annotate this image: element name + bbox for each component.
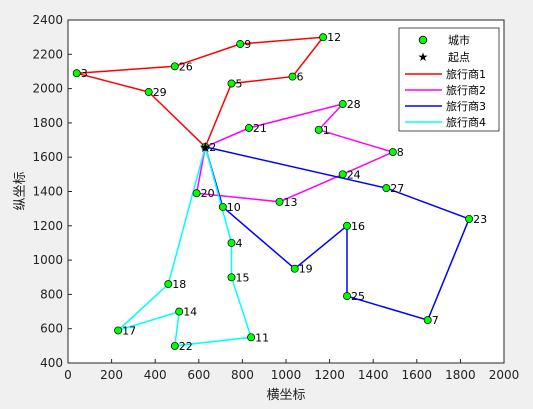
city-marker-6 — [288, 72, 297, 81]
x-tick-label-2000: 2000 — [489, 368, 520, 382]
city-marker-17 — [114, 326, 123, 335]
city-label-7: 7 — [432, 314, 439, 327]
city-label-15: 15 — [236, 271, 250, 284]
city-label-21: 21 — [253, 122, 267, 135]
x-tick-label-0: 0 — [64, 368, 72, 382]
legend-box — [398, 27, 500, 132]
legend-start-marker: ★ — [418, 50, 429, 64]
city-marker-11 — [247, 333, 256, 342]
city-marker-2 — [201, 142, 210, 151]
city-marker-12 — [319, 33, 328, 42]
y-tick-label-600: 600 — [40, 322, 63, 336]
city-marker-25 — [343, 292, 351, 301]
x-axis-label: 横坐标 — [266, 388, 305, 403]
points-layer: 1234567891011121314151617181920212223242… — [72, 31, 487, 353]
city-marker-4 — [227, 238, 236, 247]
city-label-10: 10 — [227, 201, 241, 214]
legend-label-cities: 城市 — [448, 33, 470, 47]
city-marker-27 — [382, 184, 391, 193]
legend-label-route1: 旅行商1 — [446, 67, 486, 81]
city-label-6: 6 — [297, 71, 304, 84]
city-marker-16 — [343, 221, 351, 230]
start-star-marker: ★ — [199, 140, 212, 156]
y-tick-label-800: 800 — [40, 287, 63, 301]
city-label-28: 28 — [347, 98, 361, 111]
legend-label-start: 起点 — [448, 51, 470, 64]
x-tick-label-1000: 1000 — [271, 368, 302, 382]
legend-label-route2: 旅行商2 — [446, 83, 486, 97]
city-label-16: 16 — [351, 220, 365, 233]
city-label-3: 3 — [81, 67, 88, 80]
city-marker-9 — [236, 40, 245, 48]
x-tick-label-1600: 1600 — [402, 368, 433, 382]
y-tick-label-2200: 2200 — [32, 47, 63, 61]
city-marker-26 — [170, 62, 179, 71]
city-marker-24 — [338, 170, 347, 179]
city-label-9: 9 — [244, 38, 251, 51]
city-label-12: 12 — [327, 31, 341, 44]
y-tick-label-1200: 1200 — [32, 219, 63, 233]
city-marker-15 — [227, 273, 236, 282]
city-marker-29 — [144, 88, 153, 96]
legend-label-route4: 旅行商4 — [446, 115, 486, 129]
city-label-29: 29 — [153, 86, 167, 99]
y-tick-label-1800: 1800 — [32, 116, 63, 130]
y-tick-label-1000: 1000 — [32, 253, 63, 267]
city-label-18: 18 — [172, 278, 186, 291]
y-tick-label-1600: 1600 — [32, 150, 63, 164]
city-marker-23 — [465, 214, 474, 223]
city-label-1: 1 — [323, 124, 330, 137]
x-tick-label-800: 800 — [231, 368, 254, 382]
city-marker-20 — [192, 189, 201, 198]
city-label-4: 4 — [236, 237, 243, 250]
x-tick-label-200: 200 — [100, 368, 123, 382]
y-tick-label-2400: 2400 — [32, 13, 63, 27]
city-label-11: 11 — [255, 331, 269, 344]
legend: 城市 ★ 起点 旅行商1 旅行商2 旅行商3 旅行商4 — [398, 27, 500, 132]
city-marker-22 — [170, 341, 179, 350]
legend-label-route3: 旅行商3 — [446, 99, 486, 113]
city-marker-8 — [388, 148, 397, 157]
city-label-5: 5 — [236, 78, 243, 91]
y-tick-label-400: 400 — [40, 356, 63, 370]
city-marker-18 — [164, 280, 173, 289]
x-tick-label-1400: 1400 — [358, 368, 389, 382]
city-marker-21 — [244, 124, 253, 132]
city-marker-14 — [175, 307, 184, 316]
city-label-2: 2 — [209, 141, 216, 154]
x-tick-label-600: 600 — [187, 368, 210, 382]
city-marker-3 — [72, 69, 81, 78]
ticks-layer: 0 200 400 600 800 1000 1200 1400 1600 1800 2000400… — [32, 13, 519, 382]
city-marker-10 — [218, 202, 227, 211]
city-label-20: 20 — [201, 187, 215, 200]
y-tick-label-1400: 1400 — [32, 185, 63, 199]
city-label-26: 26 — [179, 60, 193, 73]
y-tick-label-2000: 2000 — [32, 82, 63, 96]
city-marker-5 — [227, 79, 236, 88]
x-tick-label-1200: 1200 — [314, 368, 345, 382]
x-tick-label-1800: 1800 — [445, 368, 476, 382]
city-marker-1 — [314, 125, 323, 134]
city-label-17: 17 — [122, 324, 136, 337]
y-axis-label: 纵坐标 — [13, 171, 28, 210]
city-label-25: 25 — [351, 290, 365, 303]
legend-city-marker — [418, 35, 428, 45]
city-label-27: 27 — [390, 182, 404, 195]
city-label-8: 8 — [397, 146, 404, 159]
city-label-24: 24 — [347, 168, 361, 181]
city-label-14: 14 — [183, 306, 197, 319]
city-marker-7 — [423, 316, 432, 325]
city-marker-28 — [338, 100, 347, 108]
city-label-19: 19 — [299, 263, 313, 276]
city-label-23: 23 — [473, 213, 487, 226]
x-tick-label-400: 400 — [144, 368, 167, 382]
city-marker-13 — [275, 197, 284, 206]
city-label-13: 13 — [284, 196, 298, 209]
city-marker-19 — [290, 264, 299, 273]
city-label-22: 22 — [179, 340, 193, 353]
